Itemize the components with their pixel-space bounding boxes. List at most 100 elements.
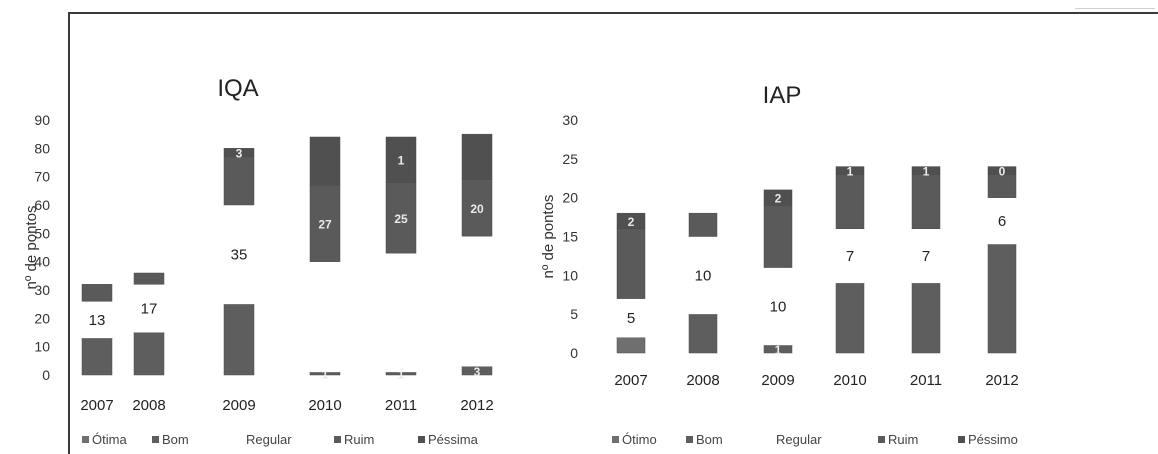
bar-2009-péssimo bbox=[763, 189, 793, 206]
bar-2007-ótimo bbox=[616, 337, 646, 354]
x-tick-label-2009: 2009 bbox=[761, 372, 794, 389]
y-tick-label: 20 bbox=[34, 310, 50, 326]
y-tick-label: 0 bbox=[42, 367, 50, 383]
bar-2009-regular bbox=[224, 205, 254, 305]
x-tick-label-2008: 2008 bbox=[132, 397, 165, 414]
legend-swatch-péssima bbox=[418, 436, 425, 443]
data-label-2007-regular: 5 bbox=[627, 310, 635, 327]
x-tick-label-2010: 2010 bbox=[308, 397, 341, 414]
legend-label-péssima: Péssima bbox=[428, 432, 479, 447]
y-tick-label: 70 bbox=[34, 169, 50, 185]
bar-2011-péssimo bbox=[911, 166, 941, 175]
data-label-2012-péssimo: 0 bbox=[999, 164, 1006, 178]
chart-frame bbox=[68, 12, 1158, 454]
legend-label-regular: Regular bbox=[776, 432, 822, 447]
bar-2012-ruim bbox=[461, 179, 493, 237]
legend-swatch-ótimo bbox=[612, 436, 619, 443]
y-tick-label: 10 bbox=[34, 339, 50, 355]
bar-2011-ruim bbox=[385, 182, 417, 254]
y-tick-label: 50 bbox=[34, 225, 50, 241]
y-tick-label: 80 bbox=[34, 140, 50, 156]
bar-2007-ruim bbox=[81, 284, 113, 302]
data-label-2007-péssimo: 2 bbox=[628, 215, 635, 229]
legend-swatch-péssimo bbox=[958, 436, 965, 443]
bar-2011-péssima bbox=[385, 136, 417, 183]
chart-title-iap: IAP bbox=[763, 82, 802, 109]
y-axis-label: nº de pontos bbox=[540, 195, 557, 279]
bar-2011-ruim bbox=[911, 174, 941, 229]
y-tick-label: 0 bbox=[570, 345, 578, 361]
y-tick-label: 15 bbox=[562, 229, 578, 245]
data-label-2009-bom: 1 bbox=[775, 343, 782, 357]
data-label-2010-regular: 7 bbox=[846, 248, 854, 265]
legend-swatch-ruim bbox=[878, 436, 885, 443]
x-tick-label-2012: 2012 bbox=[460, 397, 493, 414]
y-tick-label: 25 bbox=[562, 151, 578, 167]
y-tick-label: 20 bbox=[562, 190, 578, 206]
y-tick-label: 30 bbox=[34, 282, 50, 298]
x-tick-label-2007: 2007 bbox=[614, 372, 647, 389]
legend-swatch-ótima bbox=[82, 436, 89, 443]
legend-swatch-ruim bbox=[334, 436, 341, 443]
y-tick-label: 10 bbox=[562, 267, 578, 283]
legend-label-ótimo: Ótimo bbox=[622, 432, 657, 447]
bar-2012-péssima bbox=[461, 133, 493, 180]
bar-2009-regular bbox=[764, 267, 792, 346]
bar-2008-ruim bbox=[688, 212, 718, 237]
bar-2012-péssimo bbox=[987, 166, 1017, 175]
data-label-2008-regular: 17 bbox=[141, 300, 158, 317]
chart-title-iqa: IQA bbox=[217, 75, 258, 102]
bar-2010-péssimo bbox=[835, 166, 865, 175]
legend-label-regular: Regular bbox=[246, 432, 292, 447]
data-label-2011-bom: 1 bbox=[398, 368, 405, 382]
page-edge-marks bbox=[1075, 0, 1155, 9]
y-tick-label: 5 bbox=[570, 306, 578, 322]
data-label-2010-bom: 1 bbox=[322, 368, 329, 382]
x-tick-label-2011: 2011 bbox=[910, 372, 942, 389]
y-tick-label: 90 bbox=[34, 112, 50, 128]
bar-2009-ruim bbox=[763, 205, 793, 268]
legend-label-ótima: Ótima bbox=[92, 432, 127, 447]
data-label-2012-ruim: 20 bbox=[470, 202, 484, 216]
data-label-2008-regular: 10 bbox=[695, 267, 712, 284]
bar-2008-bom bbox=[688, 313, 718, 354]
bar-2009-ruim bbox=[223, 156, 255, 206]
bar-2011-bom bbox=[911, 282, 941, 354]
data-label-2011-ruim: 25 bbox=[394, 212, 408, 226]
legend-label-péssimo: Péssimo bbox=[968, 432, 1018, 447]
legend-label-ruim: Ruim bbox=[344, 432, 374, 447]
bar-2012-regular bbox=[988, 197, 1016, 245]
y-tick-label: 60 bbox=[34, 197, 50, 213]
bar-2010-bom bbox=[835, 282, 865, 354]
data-label-2011-péssimo: 1 bbox=[923, 164, 930, 178]
x-tick-label-2011: 2011 bbox=[385, 397, 417, 414]
bar-2008-ruim bbox=[133, 272, 165, 285]
x-tick-label-2007: 2007 bbox=[80, 397, 113, 414]
legend-swatch-bom bbox=[152, 436, 159, 443]
bar-2007-bom bbox=[81, 337, 113, 376]
bar-2007-ruim bbox=[616, 228, 646, 299]
x-tick-label-2008: 2008 bbox=[686, 372, 719, 389]
bar-2007-regular bbox=[617, 298, 645, 338]
y-tick-label: 40 bbox=[34, 254, 50, 270]
data-label-2010-péssimo: 1 bbox=[847, 164, 854, 178]
data-label-2009-péssimo: 2 bbox=[775, 192, 782, 206]
bar-2010-regular bbox=[310, 261, 340, 373]
bar-2012-regular bbox=[462, 236, 492, 367]
bar-2008-regular bbox=[134, 284, 164, 333]
bar-2011-regular bbox=[386, 253, 416, 373]
bar-2010-regular bbox=[836, 228, 864, 284]
legend-label-ruim: Ruim bbox=[888, 432, 918, 447]
data-label-2012-regular: 6 bbox=[998, 213, 1006, 230]
data-label-2009-péssima: 3 bbox=[236, 147, 243, 161]
data-label-2011-regular: 7 bbox=[922, 248, 930, 265]
bar-2010-péssima bbox=[309, 136, 341, 186]
bar-2012-bom bbox=[987, 244, 1017, 354]
bar-2009-bom bbox=[223, 303, 255, 376]
x-tick-label-2012: 2012 bbox=[985, 372, 1018, 389]
data-label-2009-regular: 10 bbox=[770, 298, 787, 315]
bar-2009-péssima bbox=[223, 148, 255, 158]
bar-2010-ruim bbox=[835, 174, 865, 229]
bar-2008-bom bbox=[133, 332, 165, 376]
